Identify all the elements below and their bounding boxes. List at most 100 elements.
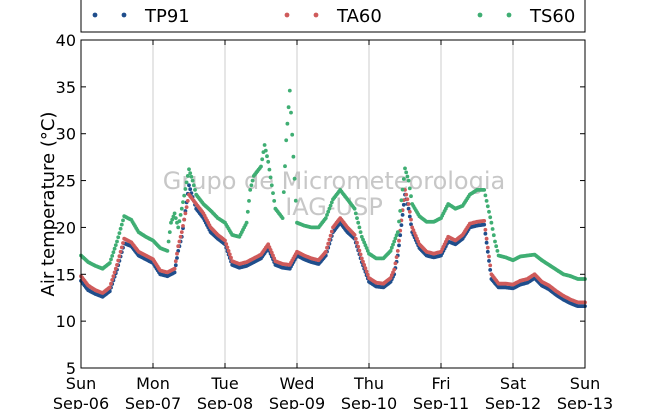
data-point [188, 187, 193, 192]
data-point [494, 244, 499, 249]
data-point [483, 227, 488, 232]
y-axis-tick-labels: 5 10 15 20 25 30 35 40 [56, 31, 76, 378]
data-point [401, 202, 406, 207]
y-tick-label: 35 [56, 78, 76, 97]
data-point [113, 266, 118, 271]
data-point [397, 243, 401, 248]
data-point [393, 236, 398, 241]
data-point [488, 268, 493, 272]
data-point [177, 239, 182, 244]
legend: TP91 TA60 TS60 [80, 0, 586, 33]
data-point [116, 258, 121, 263]
y-tick-label: 30 [56, 125, 76, 144]
legend-item-ta60: TA60 [284, 6, 382, 27]
data-point [112, 270, 117, 275]
data-point [116, 235, 121, 240]
data-point [190, 178, 195, 183]
data-point [394, 233, 399, 238]
data-point [391, 242, 395, 247]
data-point [172, 211, 177, 216]
x-tick-label-day: Sun [570, 374, 600, 393]
data-point [392, 267, 397, 272]
watermark-line-1: Grupo de Micrometeorologia [163, 167, 505, 195]
data-point [355, 240, 359, 245]
data-point [405, 197, 410, 202]
legend-marker [477, 12, 483, 18]
legend-item-tp91: TP91 [92, 6, 190, 27]
data-point [262, 143, 267, 147]
data-point [487, 259, 491, 263]
data-point [326, 209, 331, 214]
x-tick-label-date: Sep-12 [485, 394, 541, 409]
series-ta60 [79, 188, 587, 305]
data-point [291, 154, 296, 159]
data-point [173, 259, 178, 264]
data-point [359, 256, 364, 261]
x-tick-label-day: Sat [500, 374, 526, 393]
x-tick-label-day: Mon [136, 374, 170, 393]
data-point [181, 200, 185, 205]
data-point [325, 213, 329, 217]
x-tick-label-day: Sun [66, 374, 96, 393]
data-point [362, 263, 367, 267]
data-point [259, 164, 263, 169]
data-point [115, 263, 119, 267]
data-point [166, 239, 171, 244]
data-point [358, 230, 363, 235]
data-point [353, 236, 358, 241]
data-point [355, 216, 359, 221]
data-point [169, 220, 173, 225]
data-point [178, 234, 183, 239]
data-point [493, 239, 497, 244]
data-point [167, 230, 172, 235]
data-point [170, 217, 175, 222]
x-tick-label-day: Fri [431, 374, 450, 393]
data-point [111, 274, 116, 279]
data-points [79, 88, 587, 308]
data-point [266, 159, 271, 164]
data-point [245, 209, 250, 214]
data-point [247, 199, 251, 203]
data-point [323, 249, 328, 254]
data-point [179, 230, 184, 235]
data-point [263, 148, 268, 153]
data-point [187, 183, 191, 188]
data-point [485, 245, 490, 250]
data-point [183, 187, 188, 191]
data-point [183, 211, 188, 216]
data-point [406, 206, 411, 211]
data-point [406, 202, 411, 206]
data-point [172, 266, 177, 271]
legend-label: TS60 [529, 6, 575, 27]
y-tick-label: 20 [56, 218, 76, 237]
data-point [188, 171, 193, 176]
legend-marker [313, 12, 319, 18]
data-point [393, 261, 398, 266]
data-point [107, 285, 112, 290]
data-point [113, 243, 118, 248]
data-point [193, 188, 197, 192]
data-point [271, 191, 275, 196]
data-point [178, 213, 183, 217]
data-point [191, 183, 196, 188]
data-point [488, 215, 493, 220]
data-point [409, 217, 413, 222]
data-point [487, 254, 491, 259]
data-point [364, 269, 369, 274]
data-point [482, 222, 487, 227]
data-point [394, 255, 399, 259]
data-point [485, 249, 490, 254]
legend-marker [121, 12, 127, 18]
data-point [482, 219, 487, 223]
data-point [399, 198, 404, 203]
data-point [495, 249, 500, 253]
data-point [175, 251, 179, 256]
data-point [485, 204, 490, 209]
y-tick-label: 5 [66, 359, 76, 378]
x-tick-label-date: Sep-08 [197, 394, 253, 409]
data-point [489, 220, 494, 225]
data-point [352, 233, 357, 237]
data-point [401, 177, 406, 181]
data-point [323, 216, 328, 221]
data-point [112, 246, 117, 251]
